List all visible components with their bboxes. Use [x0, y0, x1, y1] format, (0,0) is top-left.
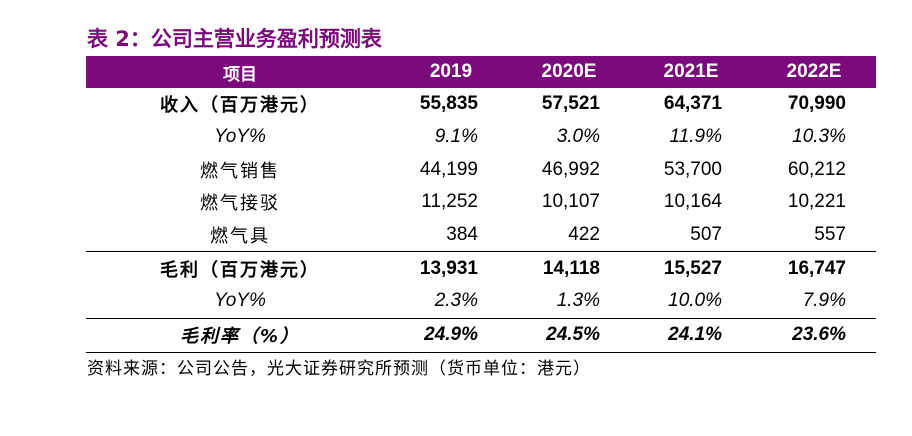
row-label: YoY%: [214, 126, 266, 148]
cell-value: 384: [446, 224, 478, 246]
row-label: 燃气销售: [200, 160, 280, 182]
cell-value: 24.1%: [630, 317, 752, 353]
header-2020e: 2020E: [508, 56, 630, 88]
forecast-table: 项目 2019 2020E 2021E 2022E 收入（百万港元） 55,83…: [86, 56, 876, 353]
cell-value: 57,521: [541, 93, 600, 115]
cell-value: 10.0%: [668, 290, 722, 312]
cell-value: 60,212: [787, 158, 846, 180]
table-row-gas-connection: 燃气接驳 11,252 10,107 10,164 10,221: [86, 186, 876, 219]
cell-value: 53,700: [663, 158, 722, 180]
header-2019: 2019: [394, 56, 508, 88]
header-2022e: 2022E: [752, 56, 876, 88]
row-label: 燃气具: [210, 226, 270, 248]
cell-value: 14,118: [508, 251, 630, 286]
row-label: YoY%: [214, 290, 266, 312]
header-item: 项目: [86, 56, 394, 88]
cell-value: 55,835: [419, 93, 478, 115]
cell-value: 1.3%: [556, 290, 600, 312]
cell-value: 3.0%: [556, 126, 600, 148]
cell-value: 10,164: [663, 191, 722, 213]
row-label: 毛利率（%）: [86, 317, 394, 353]
cell-value: 422: [568, 224, 600, 246]
table-row-gross-margin: 毛利率（%） 24.9% 24.5% 24.1% 23.6%: [86, 317, 876, 353]
cell-value: 46,992: [541, 158, 600, 180]
cell-value: 15,527: [630, 251, 752, 286]
cell-value: 16,747: [752, 251, 876, 286]
table-row-gas-appliances: 燃气具 384 422 507 557: [86, 219, 876, 252]
row-label: 毛利（百万港元）: [86, 251, 394, 286]
table-row-revenue: 收入（百万港元） 55,835 57,521 64,371 70,990: [86, 88, 876, 121]
cell-value: 9.1%: [434, 126, 478, 148]
cell-value: 70,990: [787, 93, 846, 115]
cell-value: 557: [814, 224, 846, 246]
table-row-gas-sales: 燃气销售 44,199 46,992 53,700 60,212: [86, 153, 876, 186]
cell-value: 13,931: [394, 251, 508, 286]
cell-value: 10,221: [787, 191, 846, 213]
table-row-gross-profit: 毛利（百万港元） 13,931 14,118 15,527 16,747: [86, 251, 876, 286]
source-note: 资料来源：公司公告，光大证券研究所预测（货币单位：港元）: [87, 359, 591, 379]
cell-value: 23.6%: [752, 317, 876, 353]
cell-value: 11,252: [421, 191, 478, 213]
cell-value: 24.9%: [394, 317, 508, 353]
cell-value: 507: [690, 224, 722, 246]
header-2021e: 2021E: [630, 56, 752, 88]
row-label: 燃气接驳: [200, 193, 280, 215]
row-label: 收入（百万港元）: [160, 95, 320, 117]
cell-value: 7.9%: [802, 290, 846, 312]
cell-value: 11.9%: [669, 126, 722, 148]
table-row-revenue-yoy: YoY% 9.1% 3.0% 11.9% 10.3%: [86, 121, 876, 154]
table-title: 表 2：公司主营业务盈利预测表: [87, 27, 382, 51]
cell-value: 24.5%: [508, 317, 630, 353]
table-row-gross-profit-yoy: YoY% 2.3% 1.3% 10.0% 7.9%: [86, 285, 876, 318]
cell-value: 10.3%: [792, 126, 846, 148]
cell-value: 2.3%: [434, 290, 478, 312]
table-header-row: 项目 2019 2020E 2021E 2022E: [86, 56, 876, 88]
cell-value: 10,107: [541, 191, 600, 213]
cell-value: 44,199: [419, 158, 478, 180]
cell-value: 64,371: [663, 93, 722, 115]
